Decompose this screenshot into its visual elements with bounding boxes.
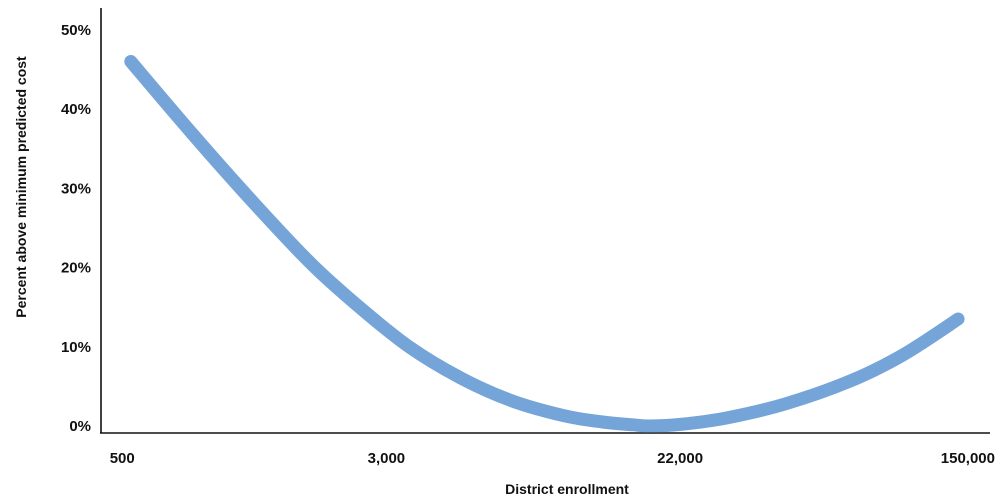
x-tick-label: 500 [110, 450, 135, 467]
x-tick-label: 3,000 [368, 450, 406, 467]
y-tick-label: 40% [61, 101, 91, 118]
x-tick-label: 150,000 [941, 450, 995, 467]
x-axis-title: District enrollment [505, 481, 629, 497]
x-tick-labels: 500 3,000 22,000 150,000 [110, 450, 995, 467]
y-tick-label: 10% [61, 339, 91, 356]
y-tick-labels: 0% 10% 20% 30% 40% 50% [61, 22, 91, 435]
series-group [124, 55, 965, 433]
y-axis-title: Percent above minimum predicted cost [13, 56, 29, 318]
y-tick-label: 20% [61, 260, 91, 277]
y-tick-label: 50% [61, 22, 91, 39]
y-tick-label: 30% [61, 180, 91, 197]
x-tick-label: 22,000 [657, 450, 703, 467]
series-line [124, 55, 965, 433]
y-tick-label: 0% [69, 418, 91, 435]
